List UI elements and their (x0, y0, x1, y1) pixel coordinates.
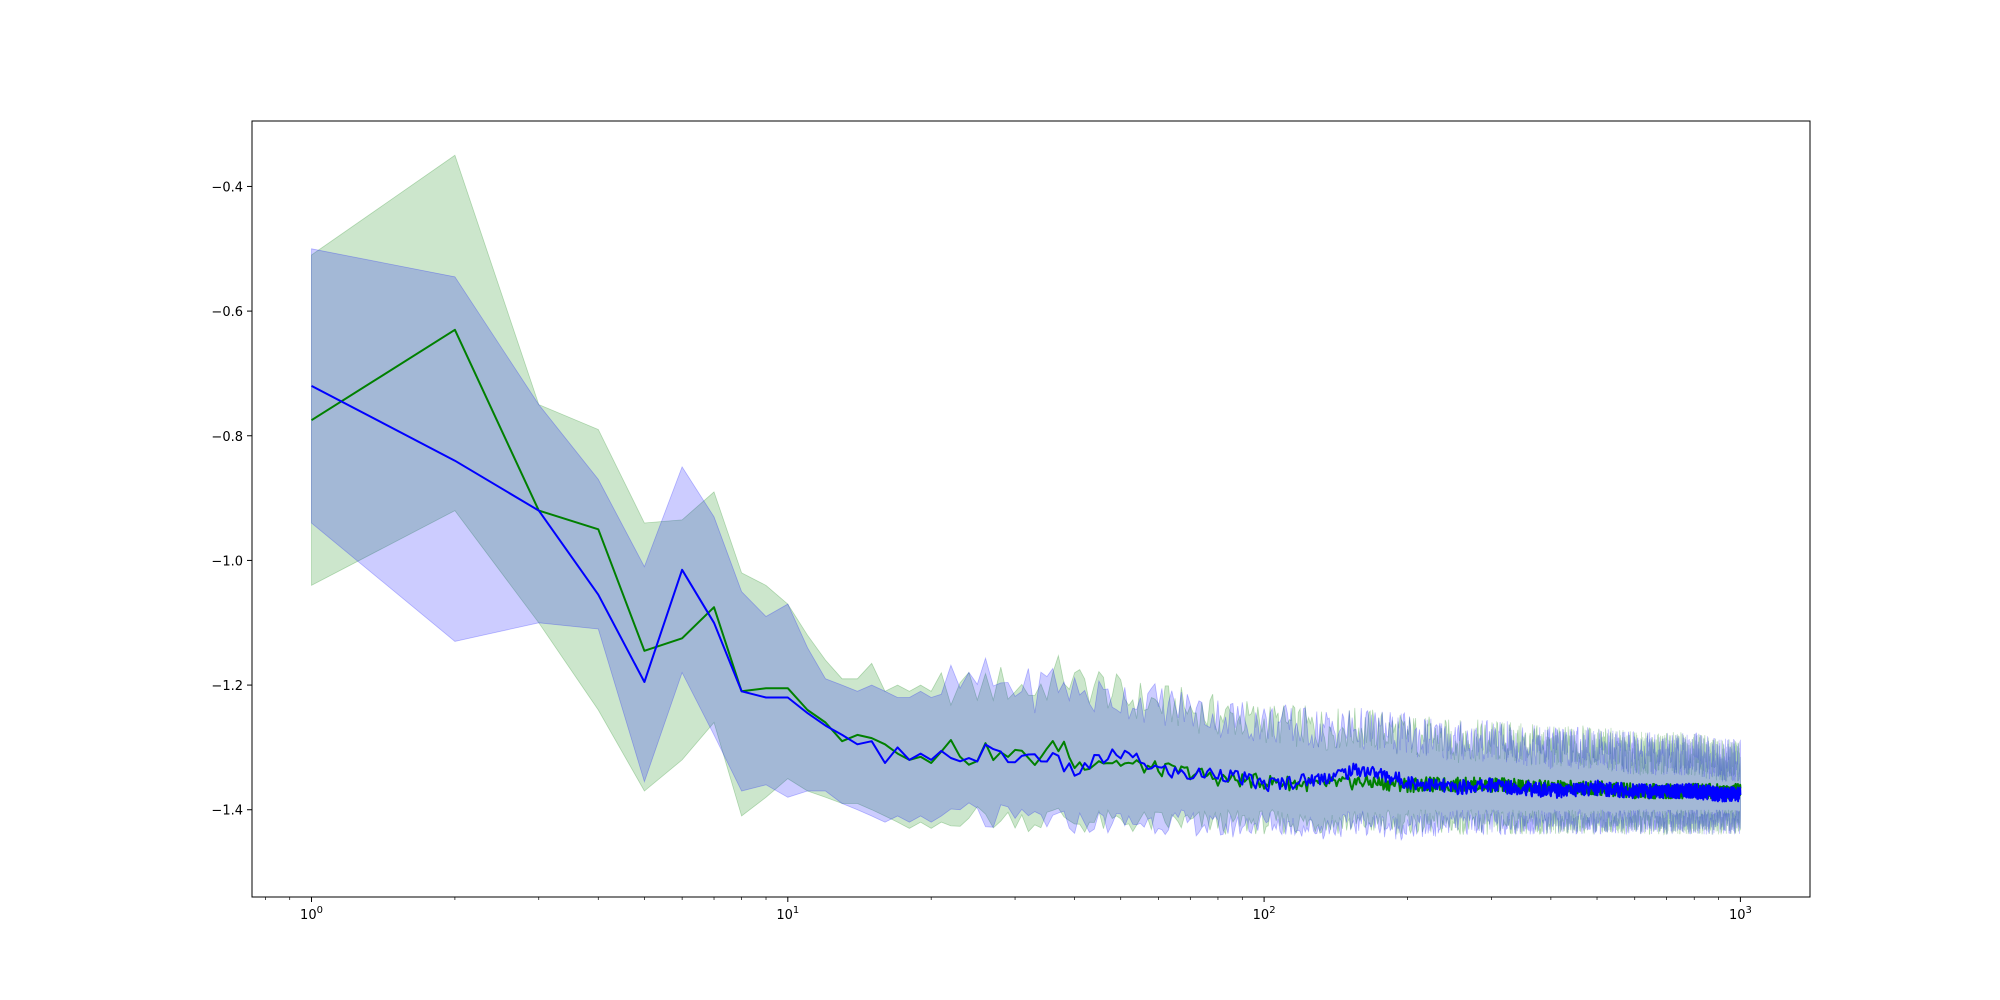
series-lines (310, 328, 1742, 803)
plot-frame (251, 120, 1811, 898)
x-axis: 100 101 102 103 (265, 897, 1752, 923)
x-tick-exponent: 1 (793, 905, 799, 916)
x-tick-base: 10 (300, 908, 317, 923)
y-tick-label: −1.0 (211, 554, 243, 569)
series-2-line (311, 385, 1742, 803)
y-axis: −0.4 −0.6 −0.8 −1.0 −1.2 −1.4 (211, 180, 252, 819)
x-tick-exponent: 0 (317, 905, 323, 916)
x-tick-exponent: 2 (1269, 905, 1275, 916)
x-tick-exponent: 3 (1745, 905, 1751, 916)
series-2-band (311, 248, 1741, 842)
y-tick-label: −0.4 (211, 180, 243, 195)
x-tick-label: 100 (300, 905, 323, 923)
y-tick-label: −1.4 (211, 804, 243, 819)
y-tick-label: −1.2 (211, 679, 243, 694)
x-tick-base: 10 (776, 908, 793, 923)
x-tick-label: 101 (776, 905, 799, 923)
y-tick-label: −0.8 (211, 430, 243, 445)
x-tick-base: 10 (1729, 908, 1746, 923)
x-tick-label: 103 (1729, 905, 1752, 923)
x-tick-base: 10 (1253, 908, 1270, 923)
series-1-band (311, 154, 1741, 836)
x-tick-label: 102 (1253, 905, 1276, 923)
y-tick-label: −0.6 (211, 305, 243, 320)
confidence-bands (311, 154, 1741, 842)
